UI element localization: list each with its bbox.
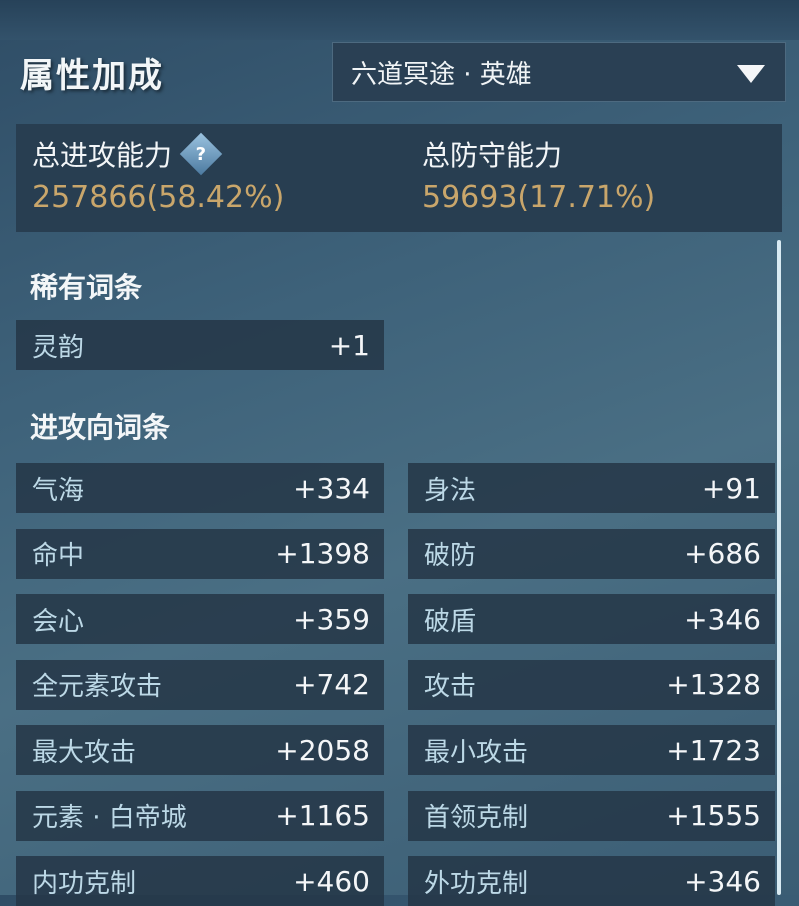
stat-value: +91	[701, 471, 761, 505]
stat-label: 首领克制	[424, 803, 529, 833]
top-band	[0, 0, 799, 40]
stat-row: 攻击 +1328	[408, 659, 775, 710]
stat-row: 最大攻击 +2058	[16, 725, 384, 775]
defense-value: 59693(17.71%)	[422, 180, 656, 215]
attack-label: 总进攻能力	[32, 139, 173, 172]
defense-label: 总防守能力	[422, 139, 563, 172]
stat-value: +1723	[666, 733, 761, 767]
help-icon[interactable]: ?	[179, 132, 223, 176]
stat-row: 破盾 +346	[408, 594, 775, 644]
offense-section-title: 进攻向词条	[30, 411, 171, 444]
stat-label: 破盾	[424, 606, 477, 637]
stat-value: +1165	[275, 799, 370, 832]
dropdown-value: 六道冥途 · 英雄	[351, 59, 532, 90]
stat-label: 身法	[424, 475, 477, 506]
stat-value: +1328	[666, 668, 761, 701]
stat-label: 破防	[424, 541, 477, 571]
stat-row: 气海 +334	[16, 463, 384, 513]
stat-label: 攻击	[424, 672, 477, 702]
stat-label: 元素 · 白帝城	[32, 803, 187, 833]
stat-value: +742	[293, 668, 370, 701]
stat-value: +346	[684, 864, 761, 898]
stat-row: 会心 +359	[16, 594, 384, 644]
stat-label: 内功克制	[32, 868, 137, 899]
chevron-down-icon	[737, 65, 765, 83]
defense-summary: 总防守能力 59693(17.71%)	[422, 134, 655, 215]
stat-value: +346	[684, 602, 761, 636]
stat-row: 首领克制 +1555	[408, 790, 775, 841]
attack-value: 257866(58.42%)	[32, 180, 285, 215]
stat-label: 会心	[32, 606, 85, 637]
summary-panel: 总进攻能力 ? 257866(58.42%) 总防守能力 59693(17.71…	[16, 124, 782, 232]
stat-value: +686	[684, 537, 761, 570]
rare-section-title: 稀有词条	[30, 271, 143, 304]
stat-value: +1	[328, 328, 370, 362]
help-glyph: ?	[195, 143, 207, 165]
stat-row: 身法 +91	[408, 463, 775, 513]
stat-row: 灵韵 +1	[16, 320, 384, 370]
stat-row: 破防 +686	[408, 528, 775, 579]
stat-label: 最小攻击	[424, 737, 529, 768]
stat-label: 外功克制	[424, 868, 529, 899]
attack-summary: 总进攻能力 ? 257866(58.42%)	[32, 132, 285, 215]
stat-value: +460	[293, 864, 370, 898]
stat-label: 最大攻击	[32, 737, 137, 768]
stat-value: +334	[293, 471, 370, 505]
stat-label: 全元素攻击	[32, 672, 163, 702]
stat-row: 外功克制 +346	[408, 856, 775, 906]
page-title: 属性加成	[20, 56, 164, 96]
scrollbar[interactable]	[777, 240, 781, 895]
stat-value: +2058	[275, 733, 370, 767]
stat-label: 气海	[32, 475, 85, 506]
stat-value: +359	[293, 602, 370, 636]
stat-value: +1555	[666, 799, 761, 832]
stat-row: 全元素攻击 +742	[16, 659, 384, 710]
stat-label: 命中	[32, 541, 85, 571]
stat-row: 内功克制 +460	[16, 856, 384, 906]
stat-label: 灵韵	[32, 332, 85, 363]
stat-value: +1398	[275, 537, 370, 570]
stat-row: 命中 +1398	[16, 528, 384, 579]
stat-row: 元素 · 白帝城 +1165	[16, 790, 384, 841]
set-dropdown[interactable]: 六道冥途 · 英雄	[332, 42, 786, 102]
stat-row: 最小攻击 +1723	[408, 725, 775, 775]
